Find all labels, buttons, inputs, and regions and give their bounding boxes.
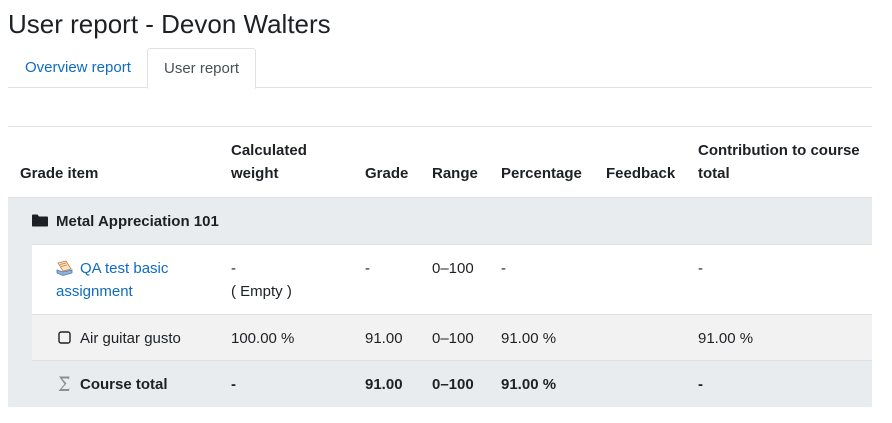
grade-report-table: Grade item Calculated weight Grade Range…	[8, 126, 872, 407]
total-weight: -	[231, 376, 236, 393]
header-grade-item: Grade item	[20, 165, 99, 182]
grade-value: 91.00	[365, 330, 403, 347]
course-total-label: Course total	[80, 376, 168, 393]
range-value: 0–100	[432, 330, 474, 347]
grade-item-link-line1[interactable]: QA test basic	[80, 260, 169, 277]
weight-value: -	[231, 260, 236, 277]
total-contribution: -	[698, 376, 703, 393]
weight-empty-note: ( Empty )	[231, 283, 292, 300]
header-range: Range	[432, 165, 478, 182]
assignment-icon	[56, 260, 74, 281]
contribution-value: -	[698, 260, 703, 277]
contribution-value: 91.00 %	[698, 330, 754, 347]
manual-item-icon	[58, 331, 71, 348]
total-grade: 91.00	[365, 376, 403, 393]
grade-item-link-line2[interactable]: assignment	[56, 283, 133, 300]
total-percentage: 91.00 %	[501, 376, 557, 393]
sigma-icon	[57, 375, 71, 396]
header-grade: Grade	[365, 165, 409, 182]
table-header: Grade item Calculated weight Grade Range…	[8, 126, 872, 197]
report-tabs: Overview report User report	[8, 48, 872, 89]
percentage-value: -	[501, 260, 506, 277]
header-calculated-weight-line1: Calculated	[231, 142, 307, 159]
folder-icon	[32, 214, 48, 231]
header-contribution-line1: Contribution to course	[698, 142, 860, 159]
tab-user-report[interactable]: User report	[147, 48, 257, 89]
grade-value: -	[365, 260, 370, 277]
range-value: 0–100	[432, 260, 474, 277]
category-row: Metal Appreciation 101	[8, 197, 872, 244]
table-row: Air guitar gusto 100.00 % 91.00 0–100 91…	[8, 314, 872, 360]
category-name: Metal Appreciation 101	[56, 213, 219, 230]
header-contribution-line2: total	[698, 165, 730, 182]
percentage-value: 91.00 %	[501, 330, 557, 347]
total-range: 0–100	[432, 376, 474, 393]
header-feedback: Feedback	[606, 165, 676, 182]
header-calculated-weight-line2: weight	[231, 165, 279, 182]
weight-value: 100.00 %	[231, 330, 295, 347]
course-total-row: Course total - 91.00 0–100 91.00 % -	[8, 360, 872, 407]
tab-overview-report[interactable]: Overview report	[25, 59, 131, 76]
page-title: User report - Devon Walters	[8, 9, 331, 39]
grade-item-name: Air guitar gusto	[80, 330, 181, 347]
table-row: QA test basic assignment - ( Empty ) - 0…	[8, 244, 872, 314]
header-percentage: Percentage	[501, 165, 582, 182]
